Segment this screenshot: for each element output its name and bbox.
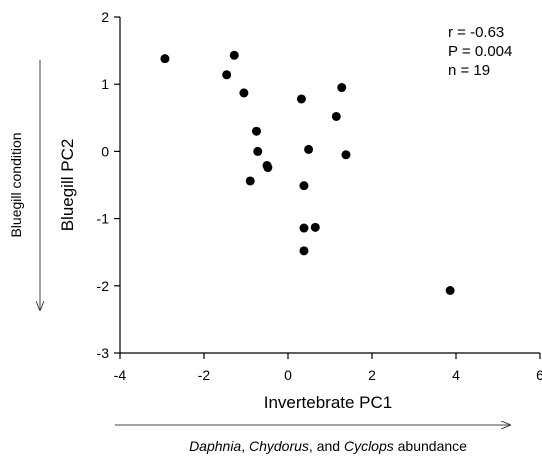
x-tick-label: 4 (452, 367, 460, 383)
abundance-label-rest: abundance (394, 438, 467, 454)
y-tick-label: 1 (101, 76, 109, 92)
data-point (229, 50, 239, 60)
data-point (160, 54, 170, 64)
data-point (445, 286, 455, 296)
data-point (245, 176, 255, 186)
data-point (222, 70, 232, 80)
y-tick-label: -1 (97, 211, 110, 227)
stat-n: n = 19 (448, 62, 490, 79)
abundance-label-sep-2: , and (309, 438, 344, 454)
data-point (341, 150, 351, 160)
data-point (299, 181, 309, 191)
x-tick-label: 6 (536, 367, 542, 383)
y-axis-title: Bluegill PC2 (58, 139, 77, 232)
stat-p: P = 0.004 (448, 43, 512, 60)
data-point (296, 94, 306, 104)
abundance-label-chydorus: Chydorus (249, 438, 309, 454)
stat-r: r = -0.63 (448, 24, 504, 41)
data-point (310, 222, 320, 232)
condition-label: Bluegill condition (8, 132, 24, 237)
x-axis-title: Invertebrate PC1 (264, 393, 393, 412)
abundance-label-sep-1: , (241, 438, 249, 454)
ticks-layer: -4 -2 0 2 4 6 -3 -2 -1 0 1 2 (97, 9, 542, 383)
data-point (253, 146, 263, 156)
data-point (239, 88, 249, 98)
data-point (299, 223, 309, 233)
y-tick-label: -3 (97, 345, 110, 361)
data-point (337, 83, 347, 93)
y-tick-label: 0 (101, 143, 109, 159)
x-tick-label: -2 (198, 367, 211, 383)
x-tick-label: -4 (114, 367, 127, 383)
y-tick-label: 2 (101, 9, 109, 25)
data-point (331, 111, 341, 121)
points-layer (160, 50, 455, 296)
abundance-label-daphnia: Daphnia (189, 438, 241, 454)
abundance-label-cyclops: Cyclops (344, 438, 394, 454)
data-point (263, 163, 273, 173)
data-point (304, 144, 314, 154)
x-tick-label: 0 (284, 367, 292, 383)
x-tick-label: 2 (368, 367, 376, 383)
data-point (252, 126, 261, 136)
abundance-label: Daphnia, Chydorus, and Cyclops abundance (189, 438, 467, 454)
data-point (299, 246, 309, 256)
y-tick-label: -2 (97, 278, 110, 294)
